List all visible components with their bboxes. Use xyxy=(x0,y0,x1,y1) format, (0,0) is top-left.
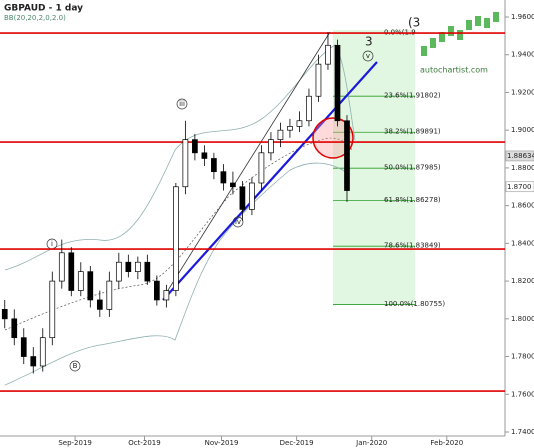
wave-circle xyxy=(362,50,374,62)
fib-label: 61.8%(1.86278) xyxy=(384,196,441,204)
price-tag xyxy=(505,150,534,162)
y-tick-label: 1.8800 xyxy=(511,164,534,172)
x-tick-label: Dec-2019 xyxy=(280,439,314,447)
y-tick-label: 1.8000 xyxy=(511,315,534,323)
fib-label: 78.6%(1.83849) xyxy=(384,242,441,250)
candle-body xyxy=(20,337,27,357)
trend-line xyxy=(162,61,378,301)
price-tag-label: 1.88634 xyxy=(507,152,534,160)
candle-body xyxy=(77,271,84,291)
candle-body xyxy=(258,152,265,184)
bollinger-lower xyxy=(4,162,351,386)
chart-title: GBPAUD - 1 day xyxy=(4,4,83,14)
candle-body xyxy=(58,252,65,282)
candle-body xyxy=(68,252,75,291)
candle-body xyxy=(163,290,170,301)
candle-body xyxy=(306,95,312,122)
x-tick-label: Oct-2019 xyxy=(128,439,160,447)
y-tick-label: 1.9000 xyxy=(511,126,534,134)
candle-body xyxy=(249,182,255,210)
candle-body xyxy=(96,299,103,310)
y-tick-label: 1.7800 xyxy=(511,353,534,361)
wave-label: v xyxy=(366,52,370,60)
candle-body xyxy=(230,182,236,188)
candle-body xyxy=(106,280,113,310)
candle-body xyxy=(192,139,198,154)
wave-label: iv xyxy=(235,218,241,226)
logo-text: autochartist.com xyxy=(420,66,488,75)
candle-body xyxy=(201,152,208,159)
wave-label: B xyxy=(73,362,78,370)
y-tick-label: 1.7400 xyxy=(511,428,534,436)
candle-body xyxy=(115,261,122,282)
y-tick-label: 1.9600 xyxy=(511,13,534,21)
highlight-circle xyxy=(312,117,354,159)
candle-body xyxy=(144,261,151,282)
fib-label: 23.6%(1.91802) xyxy=(384,92,441,100)
candle-body xyxy=(154,280,160,301)
candle-body xyxy=(182,139,189,188)
candle-body xyxy=(325,44,331,65)
candle-body xyxy=(296,120,303,127)
x-tick-label: Sep-2019 xyxy=(58,439,92,447)
wave-label: i xyxy=(51,240,53,248)
candle-body xyxy=(268,139,274,154)
x-tick-label: Nov-2019 xyxy=(205,439,239,447)
price-tag-label: 1.8700 xyxy=(507,183,532,191)
y-tick-label: 1.9400 xyxy=(511,51,534,59)
channel-line xyxy=(164,31,331,296)
candle-body xyxy=(334,44,341,122)
wave-circle xyxy=(69,360,81,372)
y-tick-label: 1.7600 xyxy=(511,390,534,398)
candle-body xyxy=(173,186,179,291)
fib-label: 38.2%(1.89891) xyxy=(384,128,441,136)
candle-body xyxy=(134,261,141,273)
y-tick-label: 1.8600 xyxy=(511,202,534,210)
wave-circle xyxy=(176,98,188,110)
candle-body xyxy=(277,129,284,140)
y-tick-label: 1.9200 xyxy=(511,88,534,96)
candle-body xyxy=(30,356,37,367)
indicator-label: BB(20,20,2,0,2.0) xyxy=(4,14,66,22)
candle-body xyxy=(220,171,227,184)
logo-bars xyxy=(421,12,499,56)
candle-body xyxy=(49,280,56,339)
candle-body xyxy=(211,158,217,173)
candle-body xyxy=(125,261,132,273)
candle-body xyxy=(11,318,18,339)
wave-label: iii xyxy=(179,100,185,108)
x-tick-label: Jan-2020 xyxy=(355,439,387,447)
candle-body xyxy=(39,337,46,367)
wave-label: (3 xyxy=(408,16,420,30)
candle-body xyxy=(287,126,293,131)
fib-label: 100.0%(1.80755) xyxy=(384,300,445,308)
wave-label: 3 xyxy=(365,35,373,49)
y-tick-label: 1.8400 xyxy=(511,239,534,247)
fib-label: 50.0%(1.87985) xyxy=(384,164,441,172)
candle-body xyxy=(1,309,8,320)
y-tick-label: 1.8200 xyxy=(511,277,534,285)
candle-body xyxy=(239,186,246,210)
candle-body xyxy=(315,63,322,97)
x-tick-label: Feb-2020 xyxy=(430,439,463,447)
candle-body xyxy=(344,120,350,191)
price-tag xyxy=(505,181,534,193)
candle-body xyxy=(87,271,94,301)
wave-circle xyxy=(232,216,244,228)
